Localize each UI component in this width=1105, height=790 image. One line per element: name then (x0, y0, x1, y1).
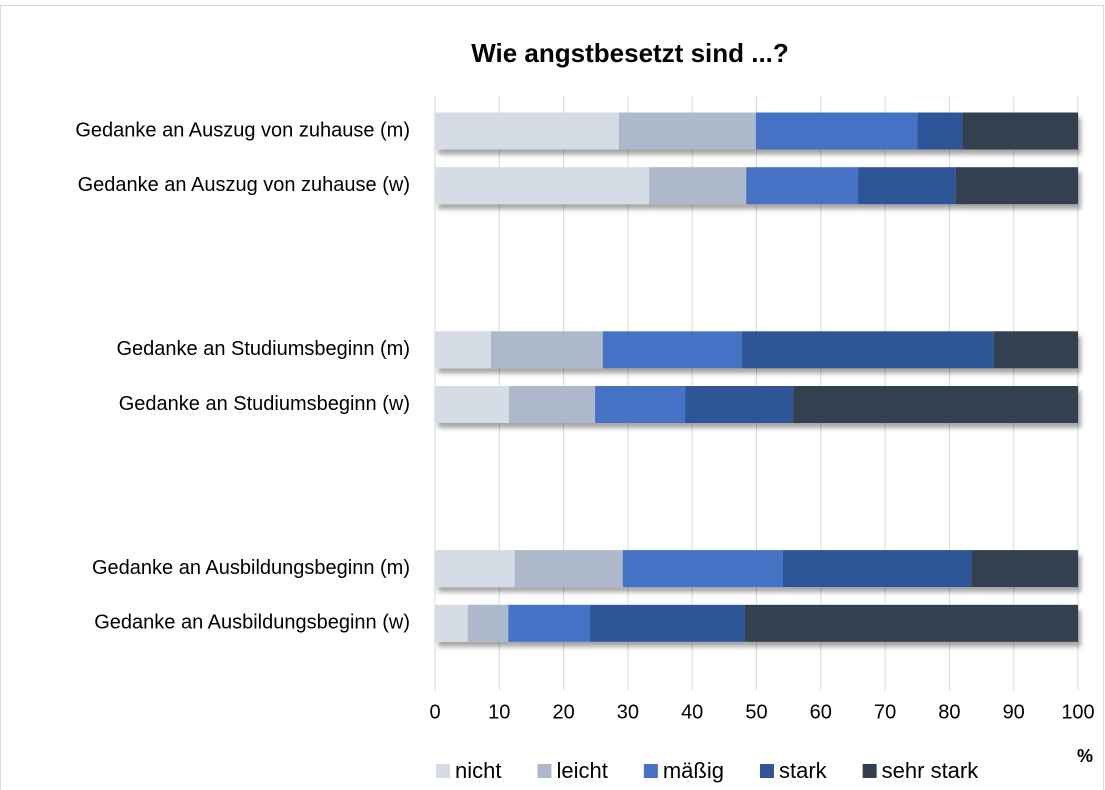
y-tick-label: Gedanke an Studiumsbeginn (m) (117, 338, 411, 360)
legend-swatch (643, 764, 658, 778)
bar-segment (685, 386, 794, 423)
x-tick-label: 40 (681, 701, 703, 723)
bar-segment (971, 550, 1078, 588)
bar-segment (622, 550, 783, 588)
bar-segment (467, 604, 509, 642)
legend-swatch (759, 764, 774, 778)
bar-segment (741, 331, 994, 369)
x-tick-label: 20 (552, 701, 574, 723)
bar-segment (514, 550, 623, 588)
legend-swatch (862, 764, 877, 778)
y-tick-label: Gedanke an Auszug von zuhause (m) (75, 119, 410, 141)
x-tick-label: 10 (488, 701, 510, 723)
bar-stack (435, 550, 1078, 588)
x-axis-label: % (1077, 746, 1093, 766)
x-tick-label: 100 (1061, 701, 1094, 723)
x-tick-label: 90 (1003, 701, 1025, 723)
bar-segment (602, 331, 742, 369)
x-tick-label: 50 (745, 701, 767, 723)
bar-segment (962, 112, 1078, 150)
bar-segment (435, 331, 491, 369)
bar-segment (435, 167, 650, 205)
legend-label: nicht (455, 758, 501, 783)
bar-stack (435, 604, 1078, 642)
legend-swatch (436, 764, 450, 778)
chart-border (0, 5, 1104, 790)
bar-segment (435, 604, 468, 642)
bar-segment (744, 604, 1078, 642)
bar-segment (649, 167, 747, 205)
chart-title: Wie angstbesetzt sind ...? (471, 38, 789, 68)
x-tick-label: 60 (810, 701, 832, 723)
bar-segment (955, 167, 1078, 205)
x-tick-label: 70 (874, 701, 896, 723)
bar-segment (782, 550, 972, 588)
y-tick-label: Gedanke an Auszug von zuhause (w) (78, 174, 410, 196)
y-tick-label: Gedanke an Ausbildungsbeginn (m) (92, 557, 410, 579)
bar-stack (435, 386, 1078, 423)
x-tick-label: 30 (617, 701, 639, 723)
bar-segment (618, 112, 756, 150)
x-tick-label: 0 (429, 701, 440, 723)
bar-segment (595, 386, 686, 423)
bar-segment (589, 604, 745, 642)
bar-segment (746, 167, 859, 205)
bar-segment (435, 386, 509, 423)
legend-label: leicht (556, 758, 607, 783)
bar-segment (435, 550, 515, 588)
bar-segment (508, 604, 590, 642)
legend-label: mäßig (663, 758, 724, 783)
y-tick-label: Gedanke an Studiumsbeginn (w) (119, 393, 410, 415)
bar-stack (435, 112, 1078, 150)
bar-stack (435, 331, 1078, 369)
y-tick-label: Gedanke an Ausbildungsbeginn (w) (94, 612, 410, 634)
bar-segment (858, 167, 956, 205)
legend-label: stark (779, 758, 828, 783)
bar-segment (508, 386, 596, 423)
bar-segment (490, 331, 603, 369)
bar-segment (917, 112, 963, 150)
bar-segment (993, 331, 1078, 369)
legend-label: sehr stark (882, 758, 980, 783)
bar-segment (755, 112, 918, 150)
bar-segment (793, 386, 1078, 423)
bar-stack (435, 167, 1078, 205)
x-tick-label: 80 (938, 701, 960, 723)
bar-segment (435, 112, 619, 150)
legend-swatch (537, 764, 552, 778)
